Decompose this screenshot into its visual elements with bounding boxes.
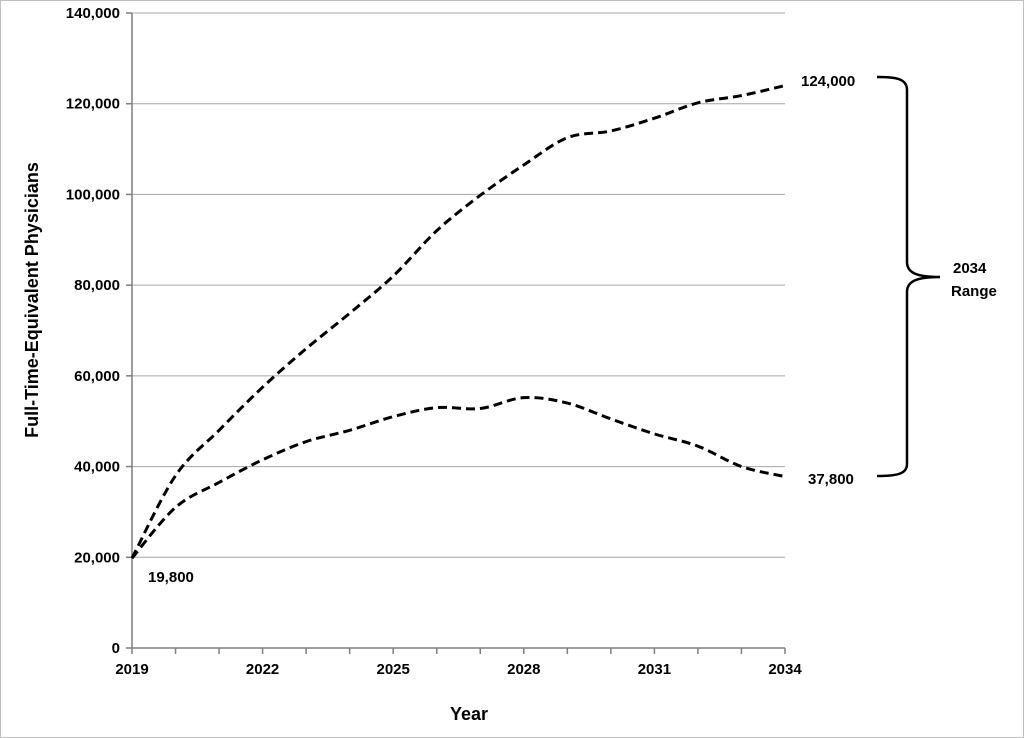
- start-value-label: 19,800: [148, 569, 194, 586]
- x-tick-label: 2031: [638, 661, 671, 678]
- lower-projection-line: [130, 395, 786, 560]
- y-tick-label: 60,000: [74, 368, 120, 385]
- gridlines: [132, 12, 785, 558]
- y-tick-label: 120,000: [66, 96, 120, 113]
- y-tick-label: 40,000: [74, 459, 120, 476]
- x-axis-title: Year: [450, 704, 488, 724]
- range-label-year: 2034: [953, 260, 987, 277]
- x-tick-label: 2019: [115, 661, 148, 678]
- upper-projection-line: [130, 84, 786, 559]
- lower-end-value-label: 37,800: [808, 471, 854, 488]
- axes: [131, 13, 785, 649]
- range-brace: [876, 75, 941, 478]
- y-axis-title: Full-Time-Equivalent Physicians: [22, 162, 42, 438]
- upper-end-value-label: 124,000: [801, 73, 855, 90]
- y-tick-label: 20,000: [74, 549, 120, 566]
- y-tick-label: 80,000: [74, 277, 120, 294]
- y-tick-label: 100,000: [66, 186, 120, 203]
- y-tick-label: 140,000: [66, 5, 120, 22]
- x-tick-label: 2034: [768, 661, 802, 678]
- y-tick-label: 0: [112, 640, 120, 657]
- x-axis-ticks: 2019 2022 2025 2028 2031 2034: [115, 648, 802, 678]
- range-label-text: Range: [951, 283, 997, 300]
- x-tick-label: 2022: [246, 661, 279, 678]
- x-tick-label: 2025: [377, 661, 410, 678]
- x-tick-label: 2028: [507, 661, 540, 678]
- y-axis-ticks: 0 20,000 40,000 60,000 80,000 100,000 120,000 1…: [66, 5, 132, 657]
- series-lines: [130, 84, 786, 560]
